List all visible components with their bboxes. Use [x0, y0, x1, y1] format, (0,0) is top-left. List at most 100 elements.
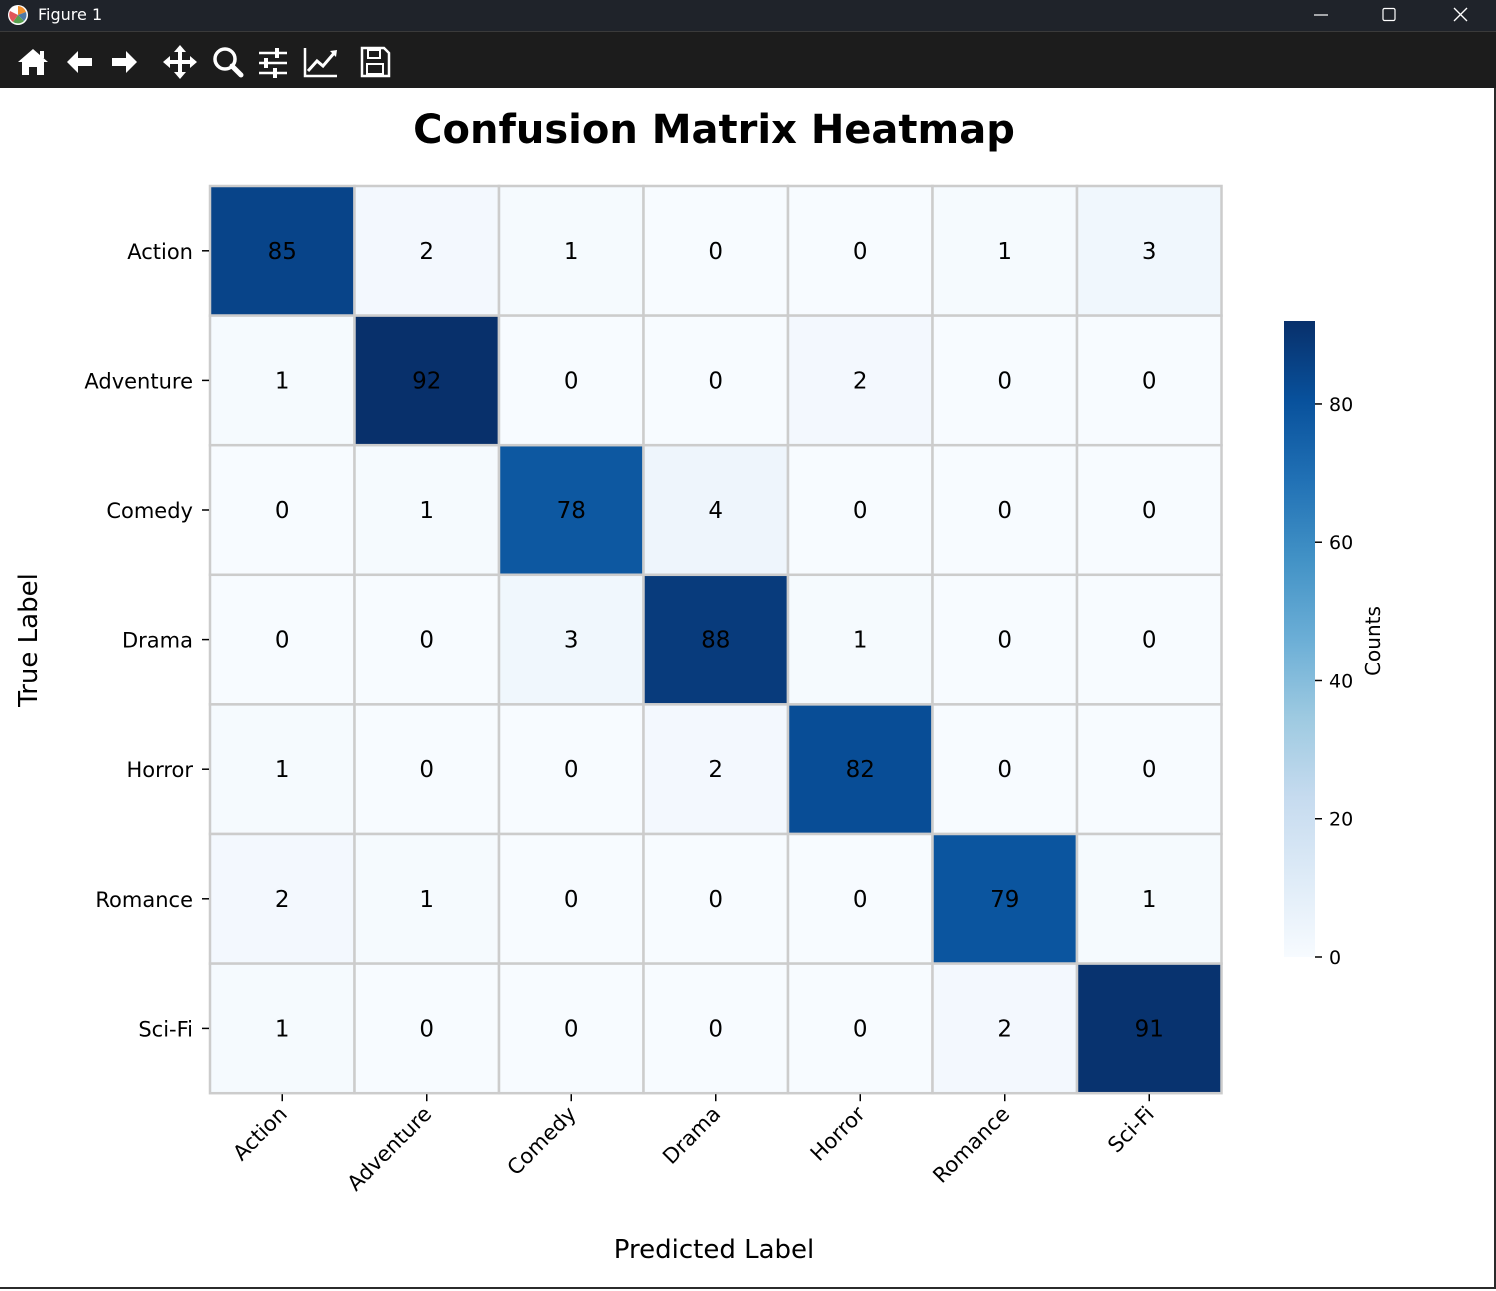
- heatmap-cell: [497, 703, 645, 836]
- cell-value-label: 0: [708, 239, 723, 265]
- close-button[interactable]: [1437, 0, 1483, 31]
- heatmap-cell: [208, 962, 356, 1095]
- cell-value-label: 92: [412, 368, 441, 394]
- cell-value-label: 0: [997, 498, 1012, 524]
- maximize-button[interactable]: [1366, 0, 1412, 31]
- cell-value-label: 0: [853, 498, 868, 524]
- cell-value-label: 0: [708, 887, 723, 913]
- edit-axis-button[interactable]: [300, 42, 340, 82]
- arrow-right-icon: [112, 51, 137, 73]
- heatmap-cell: [1075, 573, 1223, 706]
- heatmap-cell: [208, 443, 356, 577]
- cell-value-label: 82: [846, 757, 875, 783]
- cell-value-label: 1: [275, 1016, 290, 1042]
- heatmap-cell: [497, 573, 645, 706]
- maximize-icon: [1382, 7, 1396, 22]
- cell-value-label: 1: [564, 239, 579, 265]
- cell-value-label: 78: [557, 498, 586, 524]
- cell-value-label: 0: [1142, 757, 1157, 783]
- window-title: Figure 1: [38, 5, 103, 24]
- cell-value-label: 2: [419, 239, 434, 265]
- colorbar-tick-label: 40: [1329, 670, 1353, 692]
- heatmap-cell: [642, 573, 790, 706]
- cell-value-label: 2: [275, 887, 290, 913]
- heatmap-cell: [931, 314, 1079, 447]
- arrow-left-icon: [67, 51, 92, 73]
- cell-value-label: 1: [853, 628, 868, 654]
- minimize-icon: [1314, 14, 1328, 16]
- cell-value-label: 0: [997, 628, 1012, 654]
- colorbar-tick-label: 80: [1329, 394, 1353, 416]
- back-button[interactable]: [59, 42, 99, 82]
- window-frame-right: [1494, 88, 1496, 1289]
- cell-value-label: 1: [997, 239, 1012, 265]
- cell-value-label: 91: [1135, 1016, 1164, 1042]
- x-tick-label: Horror: [806, 1102, 870, 1166]
- minimize-button[interactable]: [1298, 0, 1344, 31]
- x-axis-label: Predicted Label: [614, 1235, 814, 1265]
- heatmap-cell: [642, 314, 790, 447]
- line-chart-icon: [303, 48, 337, 78]
- y-tick-label: Action: [127, 240, 193, 264]
- y-tick-label: Drama: [122, 629, 193, 653]
- cell-value-label: 0: [275, 498, 290, 524]
- y-tick-label: Comedy: [106, 499, 193, 523]
- y-tick-label: Sci-Fi: [138, 1017, 193, 1041]
- cell-value-label: 79: [990, 887, 1019, 913]
- figure-canvas: Confusion Matrix Heatmap 85 2 1 0 0 1 3 1 92 0 0 2 0…: [0, 88, 1494, 1287]
- save-button[interactable]: [355, 42, 395, 82]
- zoom-button[interactable]: [207, 42, 247, 82]
- confusion-matrix-chart: Confusion Matrix Heatmap 85 2 1 0 0 1 31 92 0 0 2 0…: [14, 107, 1385, 1265]
- y-axis-label: True Label: [14, 573, 44, 708]
- heatmap-cell: [208, 832, 356, 965]
- colorbar-tick-label: 0: [1329, 947, 1341, 969]
- x-tick-label: Adventure: [343, 1102, 437, 1196]
- x-tick-label: Sci-Fi: [1103, 1102, 1159, 1158]
- cell-value-label: 0: [708, 1016, 723, 1042]
- window-frame-bottom: [0, 1287, 1496, 1289]
- heatmap-cell: [931, 573, 1079, 706]
- heatmap-cell: [1075, 962, 1223, 1095]
- cell-value-label: 1: [419, 498, 434, 524]
- cell-value-label: 1: [275, 368, 290, 394]
- colorbar-tick-label: 20: [1329, 809, 1353, 831]
- cell-value-label: 0: [419, 1016, 434, 1042]
- heatmap-cell: [786, 962, 934, 1095]
- cell-value-label: 0: [853, 1016, 868, 1042]
- matplotlib-logo-icon: [8, 5, 28, 25]
- heatmap-cell: [931, 703, 1079, 836]
- cell-value-label: 88: [701, 628, 730, 654]
- heatmap-cell: [1075, 443, 1223, 577]
- cell-value-label: 0: [853, 887, 868, 913]
- home-button[interactable]: [13, 42, 53, 82]
- cell-value-label: 0: [564, 887, 579, 913]
- cell-value-label: 0: [997, 368, 1012, 394]
- cell-value-label: 0: [997, 757, 1012, 783]
- x-tick-label: Drama: [658, 1102, 725, 1169]
- heatmap-cell: [931, 184, 1079, 317]
- pan-button[interactable]: [160, 42, 200, 82]
- heatmap-cell: [353, 703, 501, 836]
- cell-value-label: 0: [564, 757, 579, 783]
- y-tick-label: Horror: [126, 758, 193, 782]
- forward-button[interactable]: [105, 42, 145, 82]
- cell-value-label: 2: [853, 368, 868, 394]
- cell-value-label: 0: [1142, 498, 1157, 524]
- home-icon: [18, 49, 48, 75]
- heatmap-cell: [786, 573, 934, 706]
- close-icon: [1453, 7, 1468, 22]
- cell-value-label: 85: [268, 239, 297, 265]
- cell-value-label: 0: [1142, 628, 1157, 654]
- cell-value-label: 1: [1142, 887, 1157, 913]
- configure-subplots-button[interactable]: [253, 42, 293, 82]
- cell-value-label: 0: [419, 757, 434, 783]
- cell-value-label: 4: [708, 498, 723, 524]
- cell-value-label: 0: [708, 368, 723, 394]
- heatmap-cell: [208, 314, 356, 447]
- x-tick-label: Comedy: [503, 1102, 581, 1180]
- heatmap-cell: [642, 443, 790, 577]
- cell-value-label: 0: [564, 368, 579, 394]
- heatmap-cell: [353, 443, 501, 577]
- save-icon: [360, 46, 391, 78]
- zoom-icon: [213, 47, 244, 78]
